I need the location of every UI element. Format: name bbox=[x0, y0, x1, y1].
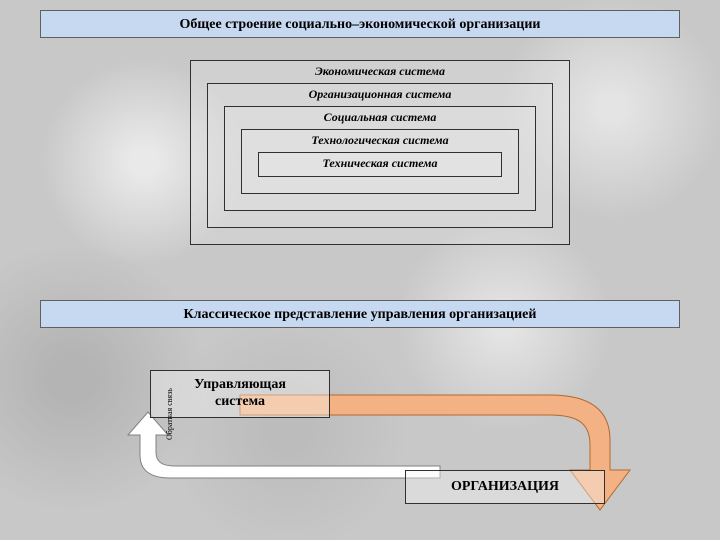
controlling-system-box: Управляющая система bbox=[150, 370, 330, 418]
feedback-label: Обратная связь bbox=[165, 388, 174, 440]
organization-box: ОРГАНИЗАЦИЯ bbox=[405, 470, 605, 504]
arrow-feedback bbox=[0, 0, 720, 540]
